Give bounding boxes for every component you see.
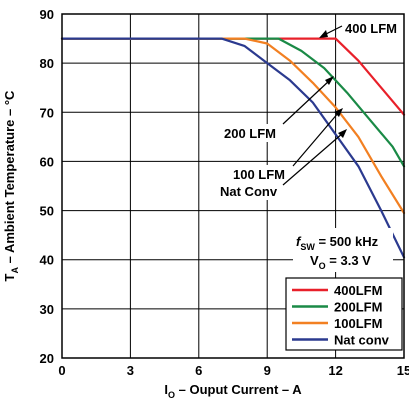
conditions-bg bbox=[293, 228, 393, 272]
ticks: 0 3 6 9 12 15 20 30 40 50 60 70 80 90 bbox=[40, 7, 409, 378]
series-line-nat-conv bbox=[60, 37, 406, 259]
x-tick-label-1: 3 bbox=[127, 363, 134, 378]
y-tick-label-0: 20 bbox=[40, 351, 54, 366]
annotation-200lfm: 200 LFM bbox=[224, 126, 276, 141]
x-axis-label: IO – Ouput Current – A bbox=[164, 382, 302, 400]
y-tick-label-7: 90 bbox=[40, 7, 54, 22]
y-tick-label-5: 70 bbox=[40, 105, 54, 120]
series-line-400lfm bbox=[60, 37, 406, 116]
vo-prefix: V bbox=[310, 253, 319, 268]
plot-frame bbox=[61, 13, 405, 359]
annotation-400lfm: 400 LFM bbox=[345, 21, 397, 36]
vo-sub: O bbox=[319, 261, 326, 271]
x-axis-label-sub: O bbox=[168, 390, 175, 400]
arrow-200lfm bbox=[282, 79, 331, 125]
y-axis-label-main: T bbox=[2, 273, 17, 281]
vo-value: = 3.3 V bbox=[326, 253, 371, 268]
x-axis-label-rest: – Ouput Current – A bbox=[175, 382, 302, 397]
series-layer bbox=[60, 37, 406, 259]
legend-label-3: Nat conv bbox=[334, 333, 390, 348]
arrow-100lfm bbox=[292, 111, 340, 167]
x-tick-label-5: 15 bbox=[397, 363, 409, 378]
legend-label-0: 400LFM bbox=[334, 283, 382, 298]
fsw-prefix: f bbox=[296, 234, 302, 249]
fsw-condition: fSW = 500 kHz bbox=[296, 234, 379, 252]
vo-condition: VO = 3.3 V bbox=[310, 253, 371, 271]
legend-label-2: 100LFM bbox=[334, 316, 382, 331]
annotation-natconv: Nat Conv bbox=[220, 184, 278, 199]
arrow-100lfm-head bbox=[334, 108, 343, 117]
y-tick-label-4: 60 bbox=[40, 154, 54, 169]
y-axis-label-sub: A bbox=[10, 266, 20, 273]
annotation-natconv-bg bbox=[218, 182, 282, 200]
series-line-200lfm bbox=[60, 37, 406, 168]
x-tick-label-2: 6 bbox=[195, 363, 202, 378]
arrow-200lfm-head bbox=[325, 76, 334, 85]
y-tick-label-6: 80 bbox=[40, 56, 54, 71]
annotation-400lfm-bg bbox=[343, 18, 403, 38]
y-tick-label-2: 40 bbox=[40, 253, 54, 268]
x-tick-label-4: 12 bbox=[328, 363, 342, 378]
arrow-natconv-head bbox=[338, 129, 347, 138]
legend-label-1: 200LFM bbox=[334, 300, 382, 315]
y-tick-label-3: 50 bbox=[40, 204, 54, 219]
fsw-value: = 500 kHz bbox=[315, 234, 379, 249]
y-axis-label-rest: – Ambient Temperature – °C bbox=[2, 90, 17, 267]
annotation-200lfm-bg bbox=[222, 124, 282, 142]
x-tick-label-0: 0 bbox=[58, 363, 65, 378]
annotation-100lfm-bg bbox=[232, 165, 292, 183]
y-tick-label-1: 30 bbox=[40, 302, 54, 317]
y-axis-label: TA – Ambient Temperature – °C bbox=[2, 90, 20, 281]
annotation-100lfm: 100 LFM bbox=[233, 167, 285, 182]
arrow-400lfm-head bbox=[319, 30, 328, 38]
fsw-sub: SW bbox=[300, 242, 315, 252]
arrow-natconv bbox=[282, 132, 344, 186]
series-line-100lfm bbox=[60, 37, 406, 215]
x-axis-label-main: I bbox=[164, 382, 168, 397]
annotations: 400 LFM 200 LFM 100 LFM Nat Conv fSW = 5… bbox=[218, 18, 403, 272]
x-tick-label-3: 9 bbox=[264, 363, 271, 378]
